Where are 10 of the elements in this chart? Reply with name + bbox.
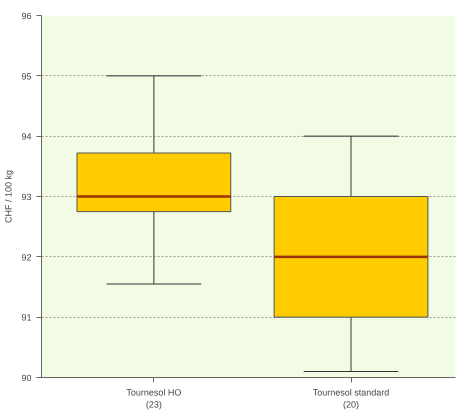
x-tick-label: Tournesol standard (20) <box>312 388 390 410</box>
y-tick-label: 90 <box>21 373 32 383</box>
y-tick-label: 95 <box>21 71 32 82</box>
y-tick-label: 92 <box>21 252 32 262</box>
y-tick-label: 91 <box>21 312 32 323</box>
x-tick-label: Tournesol HO (23) <box>126 388 182 410</box>
y-axis-title: CHF / 100 kg <box>3 170 14 224</box>
y-tick-label: 93 <box>21 192 32 202</box>
y-tick-label: 94 <box>21 132 32 142</box>
y-tick-label: 96 <box>21 11 32 21</box>
